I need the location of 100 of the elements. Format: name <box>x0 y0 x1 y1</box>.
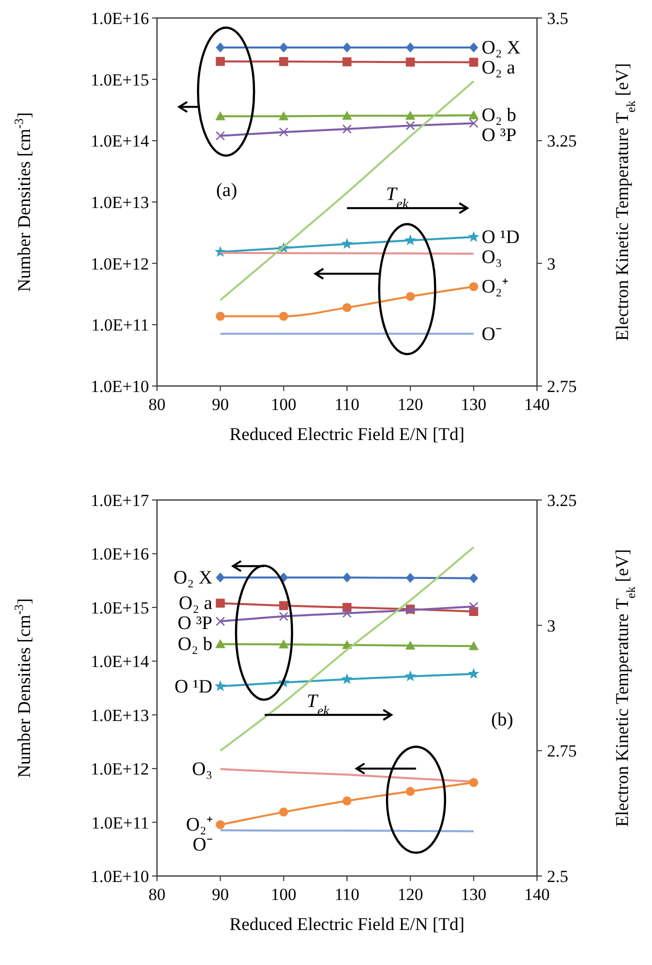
x-tick-label: 80 <box>148 885 166 904</box>
y-tick-label: 1.0E+14 <box>90 652 150 672</box>
series-label: O₃ <box>482 246 502 268</box>
series-label: O ¹D <box>174 676 212 698</box>
y-tick-label: 1.0E+12 <box>90 254 149 274</box>
annotation: (a) <box>216 180 238 201</box>
x-tick-label: 120 <box>398 395 424 414</box>
point <box>405 110 416 120</box>
x-tick-label: 130 <box>460 885 486 904</box>
point <box>469 778 478 788</box>
x-tick-label: 110 <box>334 885 360 904</box>
point <box>341 673 353 684</box>
point <box>279 612 288 622</box>
point <box>279 42 288 53</box>
y-tick-label: 1.0E+15 <box>90 598 149 618</box>
y2-tick-label: 2.75 <box>547 377 577 396</box>
point <box>341 238 353 249</box>
y-tick-label: 1.0E+10 <box>90 867 149 886</box>
y-tick-label: 1.0E+11 <box>91 316 149 335</box>
point <box>278 111 289 120</box>
y-tick-label: 1.0E+11 <box>91 813 149 832</box>
point <box>469 602 478 612</box>
point <box>406 786 415 796</box>
series-label: O₂⁺ <box>186 814 212 836</box>
point <box>406 292 415 301</box>
series-label: O ³P <box>482 125 516 146</box>
point <box>214 680 226 692</box>
x-tick-label: 100 <box>270 885 296 904</box>
point <box>469 58 478 67</box>
y2-tick-label: 3 <box>547 254 556 274</box>
y-tick-label: 1.0E+16 <box>90 544 149 564</box>
point <box>216 820 225 830</box>
point <box>342 110 352 120</box>
point <box>216 131 225 140</box>
point <box>468 668 480 679</box>
x-tick-label: 140 <box>524 395 550 414</box>
point <box>406 58 415 67</box>
series-label: O₂ X <box>174 568 213 589</box>
point <box>342 572 352 583</box>
point <box>216 572 225 583</box>
x-tick-label: 120 <box>398 885 424 904</box>
point <box>469 42 478 53</box>
series-label: O₂ a <box>178 593 213 614</box>
point <box>468 230 480 242</box>
point <box>278 639 289 648</box>
point <box>279 127 288 137</box>
point <box>469 573 478 584</box>
point <box>216 598 225 608</box>
y-tick-label: 1.0E+16 <box>90 9 149 28</box>
series-label: O₂ b <box>178 634 212 656</box>
point <box>469 282 478 292</box>
y2-tick-label: 2.75 <box>547 742 577 761</box>
x-axis-title: Reduced Electric Field E/N [Td] <box>230 424 464 444</box>
point <box>215 111 226 120</box>
point <box>279 57 288 66</box>
point <box>216 616 225 626</box>
x-axis-title: Reduced Electric Field E/N [Td] <box>230 914 464 934</box>
point <box>342 608 352 618</box>
x-tick-label: 140 <box>524 885 550 904</box>
x-tick-label: 100 <box>270 395 296 414</box>
point <box>406 572 415 583</box>
point <box>215 639 226 648</box>
series-label: O⁻ <box>192 834 212 856</box>
point <box>342 42 352 53</box>
y-tick-label: 1.0E+13 <box>90 706 149 725</box>
y2-tick-label: 2.5 <box>547 867 568 886</box>
y2-tick-label: 3.25 <box>547 491 577 510</box>
point <box>279 601 288 610</box>
y-tick-label: 1.0E+10 <box>90 377 149 396</box>
point <box>406 120 415 130</box>
series-label: O ³P <box>178 613 212 634</box>
point <box>279 312 288 321</box>
y-tick-label: 1.0E+14 <box>90 132 150 151</box>
series-label: O₂⁺ <box>482 276 508 298</box>
y2-tick-label: 3 <box>547 616 556 636</box>
point <box>468 110 479 120</box>
point <box>216 42 225 53</box>
series-label: O⁻ <box>482 324 502 345</box>
point <box>406 42 415 53</box>
series-label: O₂ b <box>482 105 516 126</box>
point <box>342 303 352 312</box>
point <box>469 118 478 128</box>
y-tick-label: 1.0E+12 <box>90 760 149 779</box>
y2-tick-label: 3.5 <box>547 9 568 28</box>
point <box>216 312 225 321</box>
point <box>404 670 416 682</box>
point <box>468 641 479 650</box>
x-tick-label: 90 <box>212 885 229 904</box>
point <box>279 808 288 817</box>
y-tick-label: 1.0E+17 <box>90 491 150 510</box>
point <box>342 796 352 806</box>
x-tick-label: 80 <box>148 395 166 414</box>
point <box>405 640 416 650</box>
point <box>404 234 416 246</box>
y2-tick-label: 3.25 <box>547 132 577 151</box>
y-tick-label: 1.0E+15 <box>90 70 149 90</box>
series-label: O₃ <box>192 759 212 780</box>
point <box>342 57 352 66</box>
x-tick-label: 130 <box>460 395 486 414</box>
point <box>342 124 352 134</box>
